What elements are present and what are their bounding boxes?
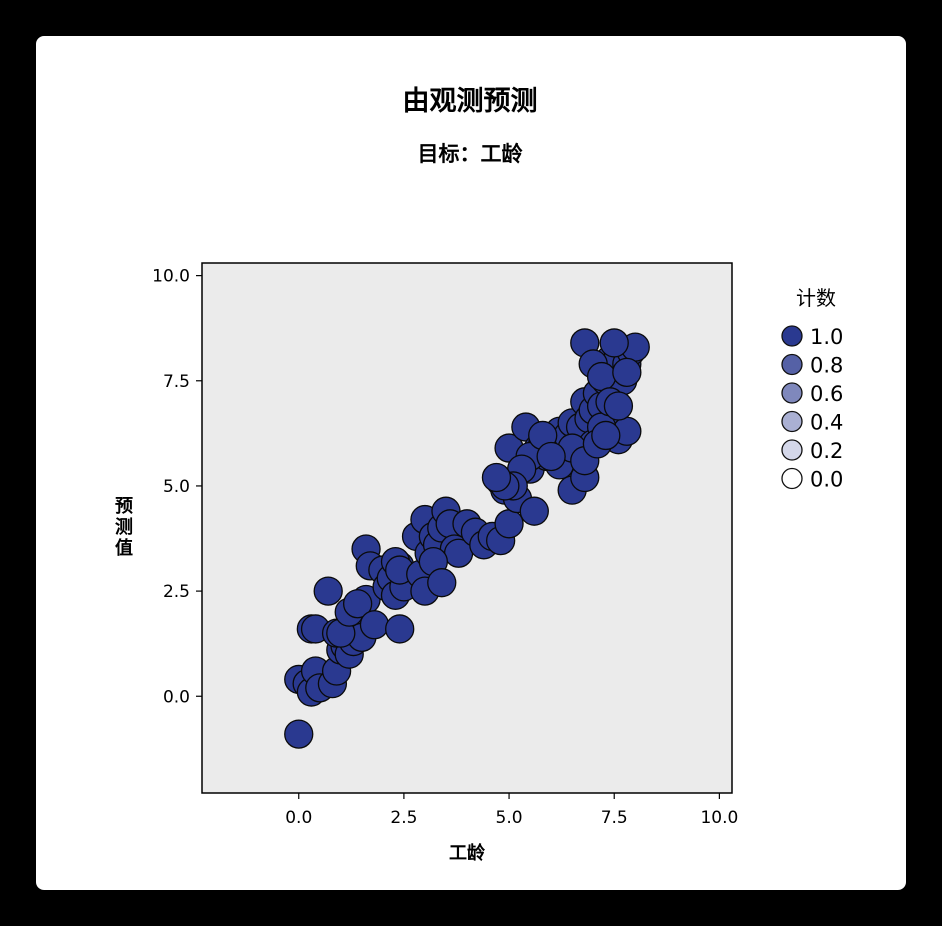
data-point <box>599 328 629 358</box>
data-points <box>284 328 650 749</box>
data-point <box>591 420 621 451</box>
data-point <box>359 610 390 640</box>
data-point <box>313 576 343 606</box>
data-point <box>427 568 457 598</box>
data-point <box>385 614 415 644</box>
legend-swatch <box>781 439 803 461</box>
y-axis-label: 预测值 <box>115 496 133 559</box>
data-point <box>612 357 642 388</box>
x-tick-label: 2.5 <box>390 808 417 828</box>
legend-swatch <box>781 467 803 490</box>
legend-label: 0.8 <box>810 354 843 378</box>
x-tick-label: 5.0 <box>496 808 523 828</box>
legend-label: 0.2 <box>810 439 843 463</box>
legend: 1.0 0.8 0.6 0.4 0.2 0.0 <box>781 325 843 492</box>
scatter-chart: 由观测预测 目标：工龄 0.0 2.5 5.0 7.5 10.0 0.0 2.5 5.0 7.… <box>115 86 843 864</box>
x-tick-label: 0.0 <box>285 808 312 828</box>
y-axis-label-char: 预 <box>115 496 133 517</box>
legend-swatch <box>781 325 803 347</box>
legend-label: 0.6 <box>810 382 843 406</box>
y-axis-label-char: 测 <box>115 516 133 538</box>
y-axis-ticks: 0.0 2.5 5.0 7.5 10.0 <box>152 267 202 707</box>
legend-label: 0.4 <box>810 411 843 435</box>
chart-subtitle: 目标：工龄 <box>418 142 524 166</box>
legend-title: 计数 <box>796 286 836 310</box>
x-tick-label: 7.5 <box>601 808 628 828</box>
x-axis-ticks: 0.0 2.5 5.0 7.5 10.0 <box>285 793 738 828</box>
legend-label: 0.0 <box>810 468 843 492</box>
data-point <box>519 496 549 526</box>
data-point <box>586 361 617 392</box>
legend-label: 1.0 <box>810 325 843 349</box>
y-tick-label: 2.5 <box>163 582 190 602</box>
data-point <box>342 589 373 619</box>
data-point <box>481 462 512 493</box>
chart-card: 由观测预测 目标：工龄 0.0 2.5 5.0 7.5 10.0 0.0 2.5 5.0 7.… <box>36 36 906 890</box>
legend-swatch <box>781 382 803 404</box>
chart-title: 由观测预测 <box>403 86 538 117</box>
y-tick-label: 5.0 <box>163 477 190 497</box>
data-point <box>536 441 566 472</box>
y-axis-label-char: 值 <box>115 537 133 559</box>
data-point <box>284 719 314 749</box>
x-tick-label: 10.0 <box>700 808 738 828</box>
legend-swatch <box>781 410 803 433</box>
y-tick-label: 10.0 <box>152 267 190 287</box>
y-tick-label: 0.0 <box>163 687 190 707</box>
legend-swatch <box>781 353 803 376</box>
y-tick-label: 7.5 <box>163 372 190 392</box>
x-axis-label: 工龄 <box>449 842 486 864</box>
data-point <box>603 391 634 421</box>
data-point <box>494 509 524 539</box>
